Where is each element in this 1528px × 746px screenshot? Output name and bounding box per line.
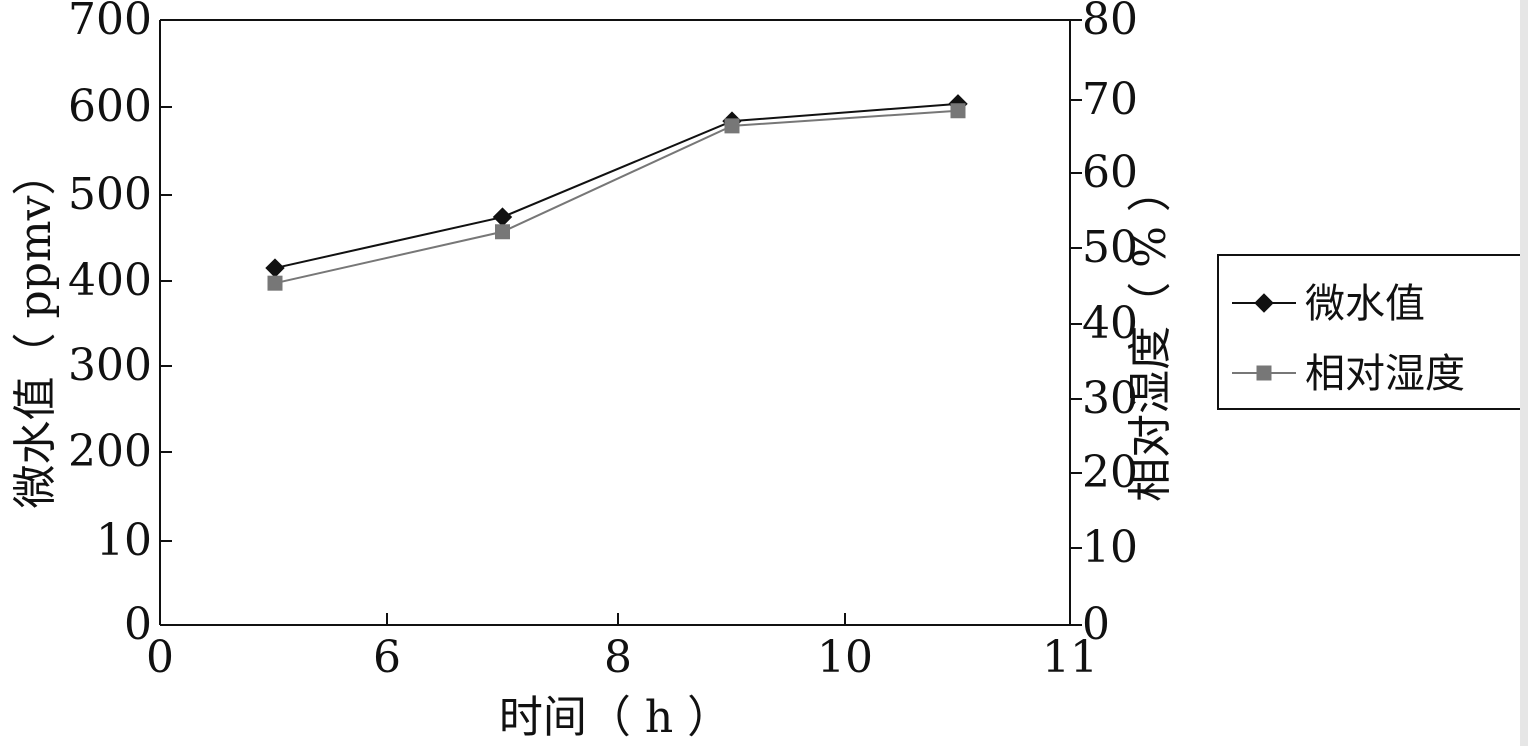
x-tick-label: 8: [604, 632, 632, 683]
x-tick-label: 11: [1042, 632, 1098, 683]
plot-frame: [159, 19, 1071, 626]
left-tick-label: 10: [96, 515, 152, 566]
right-axis-title: 相对湿度（ % ）: [1125, 168, 1176, 502]
left-tick-label: 500: [68, 169, 152, 220]
right-tick-label: 60: [1082, 147, 1138, 198]
relative-humidity-point: [267, 275, 283, 291]
left-tick-label: 700: [68, 0, 152, 45]
legend-item-water-content: 微水值: [1232, 281, 1425, 327]
right-tick-label: 70: [1082, 74, 1138, 125]
right-tick-label: 20: [1082, 447, 1138, 498]
left-tick-label: 0: [124, 599, 152, 650]
relative-humidity-point: [950, 103, 966, 119]
left-tick-label: 300: [68, 340, 152, 391]
legend-box: [1217, 254, 1525, 410]
series-relative-humidity: [267, 103, 966, 291]
right-tick-label: 50: [1082, 222, 1138, 273]
water-content-line: [274, 102, 959, 270]
left-tick-label: 200: [68, 426, 152, 477]
left-axis-title: 微水值（ ppmv）: [10, 152, 61, 509]
left-tick-label: 600: [68, 81, 152, 132]
right-tick-label: 30: [1082, 373, 1138, 424]
relative-humidity-point: [495, 224, 510, 240]
relative-humidity-line: [274, 109, 959, 285]
right-tick-label: 40: [1082, 298, 1138, 349]
legend-label: 微水值: [1305, 281, 1425, 327]
x-tick-label: 10: [817, 632, 873, 683]
right-edge-strip: [1520, 0, 1528, 746]
x-axis-title: 时间（ h ）: [499, 692, 731, 743]
legend-item-relative-humidity: 相对湿度: [1232, 351, 1465, 397]
legend-label: 相对湿度: [1305, 351, 1465, 397]
right-tick-label: 10: [1082, 522, 1138, 573]
right-tick-label: 0: [1082, 599, 1110, 650]
x-axis-ticks: 0 6 8 10 11: [146, 613, 1098, 683]
x-tick-label: 6: [373, 632, 401, 683]
right-tick-label: 80: [1082, 0, 1138, 45]
right-axis-ticks: 80 70 60 50 40 30 20 10 0: [1070, 0, 1138, 650]
relative-humidity-point: [724, 118, 740, 134]
legend-marker: [1256, 365, 1272, 381]
legend-marker: [1254, 293, 1274, 313]
series-layer: [265, 94, 968, 291]
left-tick-label: 400: [68, 255, 152, 306]
x-tick-label: 0: [146, 632, 174, 683]
